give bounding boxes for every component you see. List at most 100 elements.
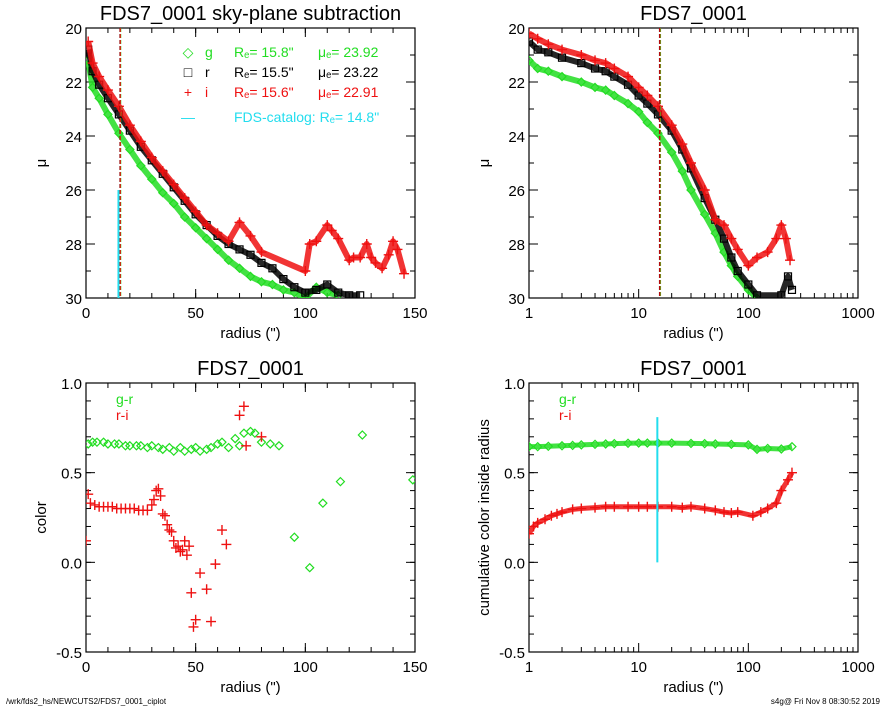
data-point-r-i (155, 490, 166, 501)
data-point-g-r (217, 437, 227, 448)
data-point-g-r (103, 439, 113, 449)
y-tick-label: 26 (65, 183, 82, 200)
data-point-r-i (188, 621, 199, 632)
data-point-g-r (223, 442, 234, 453)
data-point-r-i (175, 546, 186, 557)
data-point-g-r (212, 439, 223, 449)
x-tick-label: 1 (525, 659, 533, 676)
data-point-g-r (109, 439, 120, 449)
panel-color-profile: FDS7_0001 0 50 100 150 -0.5 0.0 0.5 1.0 radius ("… (33, 358, 428, 696)
legend-entry: r-i (116, 407, 128, 423)
x-tick-label: 1 (525, 305, 533, 322)
legend-mue: μₑ= 22.91 (318, 84, 379, 100)
y-tick-label: 22 (508, 75, 525, 92)
data-point-r-i (148, 494, 159, 505)
plot-area (86, 401, 415, 632)
series-band-g (86, 59, 339, 298)
data-point-g-r (86, 439, 94, 449)
y-tick-label: 28 (508, 237, 525, 254)
series-i (86, 36, 410, 279)
data-point-g-r (230, 433, 240, 444)
y-tick-label: 1.0 (504, 376, 525, 393)
data-point-g-r (335, 476, 346, 487)
panel-surface-brightness-linear: FDS7_0001 sky-plane subtraction 0 50 100 150… (33, 3, 428, 342)
chart-title: FDS7_0001 sky-plane subtraction (100, 3, 401, 25)
data-point-r-i (153, 483, 164, 494)
legend-mue: μₑ= 23.22 (318, 64, 379, 80)
data-point-r-i (86, 489, 94, 500)
y-tick-label: 22 (65, 75, 82, 92)
footer-path: /wrk/fds2_hs/NEWCUTS2/FDS7_0001_ciplot (6, 697, 167, 706)
data-point-r-i (162, 519, 173, 530)
data-point-g-r (357, 430, 368, 440)
legend-marker: — (181, 109, 195, 125)
chart-title: FDS7_0001 (197, 358, 304, 380)
data-point-g-r (274, 440, 284, 451)
data-point-r-i (179, 535, 190, 546)
x-tick-label: 0 (82, 659, 90, 676)
y-tick-label: 24 (508, 129, 525, 146)
data-point-r-i (190, 614, 201, 625)
series-g (86, 55, 344, 298)
y-tick-label: 0.0 (504, 555, 525, 572)
y-tick-label: -0.5 (499, 645, 525, 662)
y-tick-label: 24 (65, 129, 82, 146)
legend-re: Rₑ= 15.8" (234, 44, 294, 60)
x-axis-label: radius (") (663, 325, 723, 342)
data-point-r-i (184, 541, 195, 552)
data-point-g-r (186, 444, 197, 455)
series-g-r (529, 438, 797, 455)
data-point-g-r (87, 437, 98, 448)
legend-entry: r-i (559, 407, 571, 423)
series-i (529, 28, 796, 271)
legend-band: r (205, 64, 210, 80)
plot-area (86, 28, 410, 298)
data-point-r-i (186, 587, 197, 598)
legend-marker: □ (184, 64, 193, 80)
series-band-i (529, 30, 793, 269)
data-point-g-r (289, 532, 300, 543)
x-tick-label: 100 (736, 305, 761, 322)
data-point-g-r (168, 446, 179, 456)
data-point-g-r (318, 498, 328, 509)
data-point-r-i (181, 550, 192, 561)
data-point-g-r (142, 442, 153, 453)
y-tick-label: 0.0 (61, 555, 82, 572)
data-point-r-i (107, 501, 118, 512)
legend-marker: ◇ (183, 44, 194, 60)
data-point-g-r (265, 439, 276, 449)
data-point-g-r (256, 437, 267, 448)
x-tick-label: 100 (736, 659, 761, 676)
data-point-g-r (135, 440, 146, 451)
data-point-g-r (131, 440, 142, 451)
data-point-r-i (529, 528, 534, 539)
y-tick-label: 26 (508, 183, 525, 200)
x-tick-label: 0 (82, 305, 90, 322)
data-point-g-r (201, 444, 212, 455)
chart-title: FDS7_0001 (640, 3, 747, 25)
x-tick-label: 10 (630, 659, 647, 676)
data-point-r-i (129, 503, 140, 514)
data-point-g-r (146, 440, 157, 451)
data-point-r-i (151, 485, 162, 496)
series-band-r-i (529, 471, 795, 535)
series-band-i (86, 40, 407, 275)
y-tick-label: 20 (65, 21, 82, 38)
footer-timestamp: s4g@ Fri Nov 8 08:30:52 2019 (771, 697, 881, 706)
data-point-g-r (304, 562, 315, 573)
y-axis-label: μ (33, 159, 50, 168)
x-tick-label: 150 (402, 305, 427, 322)
data-point-r-i (159, 510, 170, 521)
x-axis-label: radius (") (663, 679, 723, 696)
legend-entry: g-r (559, 391, 576, 407)
x-tick-label: 10 (630, 305, 647, 322)
y-axis-label: cumulative color inside radius (476, 419, 493, 616)
data-point-g-r (407, 474, 415, 485)
y-tick-label: 0.5 (61, 466, 82, 483)
data-point-r-i (234, 410, 245, 421)
x-tick-label: 100 (293, 659, 318, 676)
data-point-r-i (146, 499, 157, 510)
x-axis-label: radius (") (220, 679, 280, 696)
data-point-r-i (195, 568, 206, 579)
